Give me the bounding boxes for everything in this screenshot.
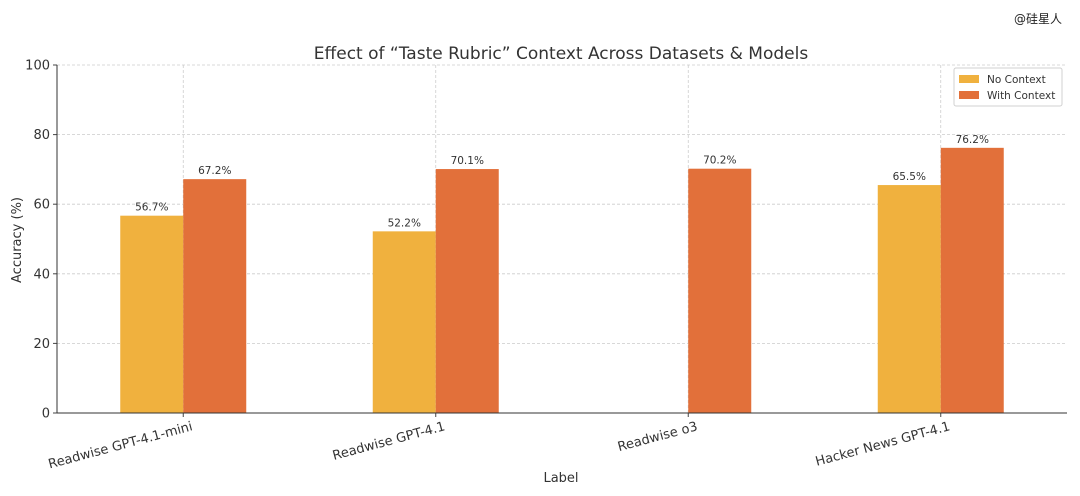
legend-swatch [959,91,979,99]
legend-label: No Context [987,74,1046,86]
y-tick-label: 20 [33,337,50,352]
bar-with-context [940,147,1004,413]
bar-value-label: 70.1% [451,155,484,167]
bar-value-labels: 56.7% 67.2% 52.2% 70.1% 70.2% 65.5% 76.2% [135,134,989,230]
y-tick-label: 60 [33,198,50,213]
bar-with-context [183,179,247,413]
bar-value-label: 70.2% [703,155,736,167]
x-tick-label: Readwise GPT-4.1 [331,419,447,463]
axes [53,64,1067,417]
bar-value-label: 76.2% [956,134,989,146]
bar-no-context [120,215,184,413]
y-tick-label: 40 [33,267,50,282]
x-tick-label: Readwise o3 [616,419,699,455]
bar-value-label: 52.2% [388,217,421,229]
chart-title: Effect of “Taste Rubric” Context Across … [314,44,809,64]
bar-value-label: 65.5% [893,171,926,183]
legend-label: With Context [987,90,1055,102]
y-axis-label: Accuracy (%) [10,197,25,283]
bar-with-context [688,168,752,413]
bar-with-context [435,169,499,413]
x-tick-label: Hacker News GPT-4.1 [814,419,952,469]
x-axis-label: Label [543,471,578,486]
y-tick-label: 0 [42,407,50,422]
watermark: @硅星人 [1013,12,1062,26]
bar-no-context [877,185,941,413]
bar-no-context [372,231,436,413]
bar-value-label: 56.7% [135,202,168,214]
x-tick-labels: Readwise GPT-4.1-mini Readwise GPT-4.1 Rea… [47,419,952,472]
legend-swatch [959,75,979,83]
legend: No Context With Context [953,67,1063,107]
bars [120,147,1004,413]
x-tick-label: Readwise GPT-4.1-mini [47,419,194,472]
y-tick-label: 100 [25,59,50,74]
bar-value-label: 67.2% [198,165,231,177]
y-tick-label: 80 [33,128,50,143]
legend-box [953,67,1063,107]
y-tick-labels: 0 20 40 60 80 100 [25,59,50,422]
